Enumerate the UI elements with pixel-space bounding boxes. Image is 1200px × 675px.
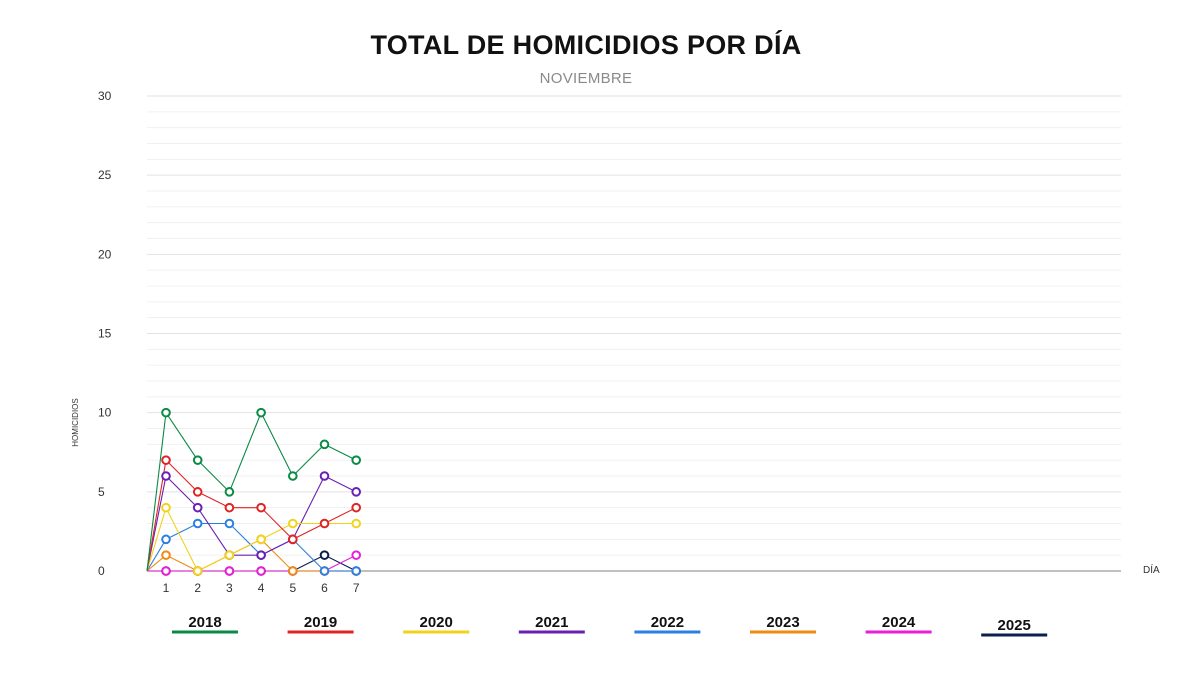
data-point-2018: [192, 455, 203, 465]
y-tick-label: 20: [98, 247, 112, 261]
x-tick-label: 1: [163, 581, 170, 595]
y-tick-label: 30: [98, 89, 112, 103]
x-tick-label: 5: [289, 581, 296, 595]
data-point-2020: [161, 502, 171, 513]
y-axis-label: HOMICIDIOS: [71, 398, 80, 446]
legend-label: 2022: [651, 614, 684, 631]
y-tick-label: 5: [98, 485, 105, 499]
data-point-2023: [288, 566, 298, 576]
series-line-2019: [146, 459, 357, 572]
data-point-2019: [192, 487, 203, 497]
data-point-2018: [288, 471, 298, 481]
data-point-2021: [319, 471, 330, 481]
x-axis-label: DÍA: [1143, 563, 1160, 576]
series-line-2022: [146, 522, 357, 572]
x-tick-label: 3: [226, 581, 233, 595]
data-point-2024: [161, 566, 171, 576]
series-line-2021: [146, 475, 357, 572]
data-point-2021: [192, 502, 203, 513]
data-point-2018: [224, 487, 235, 497]
data-point-2020: [192, 566, 203, 576]
legend-label: 2023: [766, 614, 799, 631]
x-tick-label: 2: [194, 581, 201, 595]
data-point-2022: [161, 534, 171, 545]
data-point-2018: [351, 455, 362, 465]
legend-label: 2019: [304, 614, 337, 631]
legend-label: 2025: [998, 617, 1031, 634]
y-tick-label: 25: [98, 168, 112, 182]
data-point-2018: [319, 439, 330, 450]
data-point-2020: [256, 534, 266, 545]
data-point-2022: [319, 566, 330, 576]
y-tick-label: 0: [98, 564, 105, 578]
data-point-2019: [351, 502, 362, 513]
data-point-2019: [224, 502, 235, 513]
legend-label: 2021: [535, 614, 568, 631]
data-point-2019: [256, 502, 266, 513]
data-point-2019: [288, 534, 298, 545]
data-point-2024: [256, 566, 266, 576]
chart-title: TOTAL DE HOMICIDIOS POR DÍA: [370, 30, 802, 60]
data-point-2022: [192, 518, 203, 529]
data-point-2023: [161, 550, 171, 560]
data-point-2019: [161, 455, 171, 465]
data-point-2020: [351, 518, 362, 529]
data-point-2024: [351, 550, 362, 560]
y-tick-label: 15: [98, 327, 112, 341]
legend-label: 2018: [188, 614, 221, 631]
data-point-2022: [351, 566, 362, 576]
data-point-2019: [319, 518, 330, 529]
data-point-2020: [288, 518, 298, 529]
x-tick-label: 7: [353, 581, 360, 595]
data-point-2018: [161, 407, 171, 418]
data-point-2025: [319, 550, 330, 560]
legend-label: 2024: [882, 614, 916, 631]
x-tick-label: 4: [258, 581, 265, 595]
data-point-2021: [351, 487, 362, 497]
series-line-2020: [146, 507, 357, 572]
series-line-2018: [146, 412, 357, 572]
y-tick-label: 10: [98, 406, 112, 420]
data-point-2021: [256, 550, 266, 560]
data-point-2020: [224, 550, 235, 560]
chart-subtitle: NOVIEMBRE: [539, 70, 633, 87]
data-point-2022: [224, 518, 235, 529]
data-point-2021: [161, 471, 171, 481]
x-tick-label: 6: [321, 581, 328, 595]
data-point-2018: [256, 407, 266, 418]
data-point-2024: [224, 566, 235, 576]
legend-label: 2020: [420, 614, 453, 631]
